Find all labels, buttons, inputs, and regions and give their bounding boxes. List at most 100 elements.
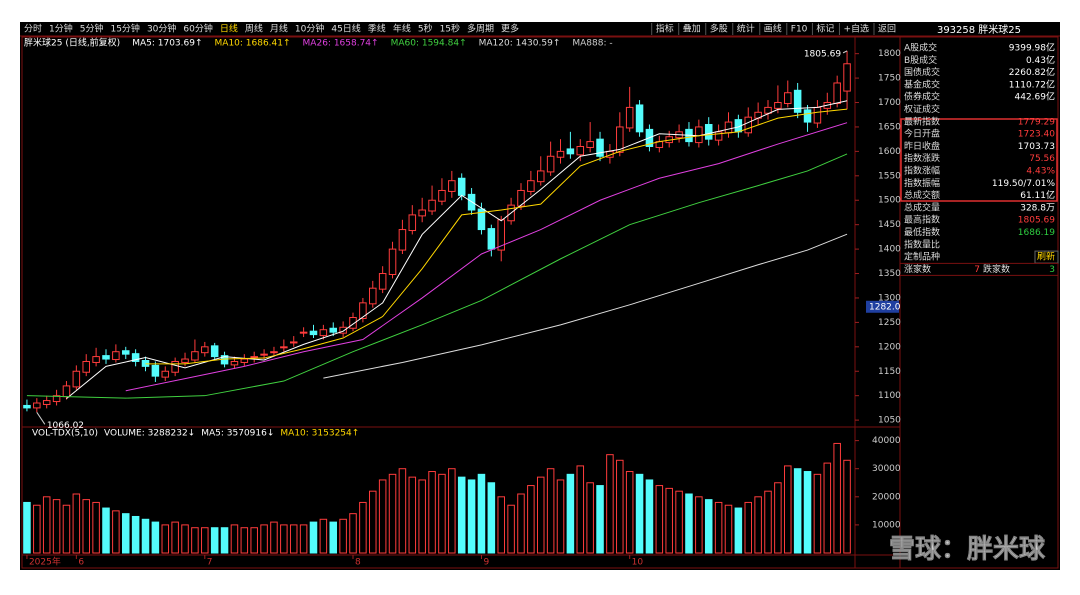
panel-label: 权证成交 [904, 103, 940, 115]
x-tick-label: 10 [632, 558, 644, 568]
volume-bar [210, 527, 219, 554]
volume-bar [131, 515, 140, 554]
volume-bar [635, 473, 644, 554]
candle-body [131, 353, 140, 362]
candle-body [230, 360, 239, 366]
candle-body [556, 150, 565, 158]
toolbar-item[interactable]: 季线 [368, 23, 386, 35]
volume-bar [289, 524, 298, 554]
candle-body [398, 229, 407, 251]
volume-bar [536, 476, 545, 554]
toolbar-button[interactable]: 叠加 [683, 24, 701, 35]
y-tick-label: 1100 [878, 391, 901, 401]
toolbar-button[interactable]: F10 [791, 25, 808, 35]
candle-body [289, 341, 298, 344]
toolbar-button[interactable]: 返回 [878, 23, 896, 35]
volume-bar [220, 527, 229, 554]
toolbar-item[interactable]: 10分钟 [295, 23, 324, 35]
volume-bar [418, 479, 426, 554]
candle-body [82, 360, 90, 373]
toolbar-item[interactable]: 1分钟 [49, 23, 73, 35]
toolbar-item[interactable]: 60分钟 [183, 23, 212, 35]
volume-bar [240, 527, 249, 554]
side-panel [899, 36, 1059, 569]
toolbar-item[interactable]: 月线 [270, 23, 288, 35]
candle-body [536, 170, 545, 183]
volume-bar [823, 462, 832, 554]
ma-line [125, 122, 848, 392]
toolbar-item[interactable]: 分时 [24, 23, 42, 35]
toolbar-item[interactable]: 5分钟 [80, 23, 104, 35]
toolbar-button[interactable]: 统计 [737, 23, 755, 35]
toolbar-button[interactable]: 指标 [656, 23, 674, 35]
candle-body [181, 358, 189, 363]
cursor-price-label: 1282.0 [869, 302, 901, 312]
volume-bar [704, 499, 713, 554]
panel-value: 442.69亿 [1015, 91, 1056, 103]
volume-bar [398, 468, 407, 554]
panel-label: 国债成交 [904, 66, 940, 78]
volume-bar [408, 476, 417, 554]
y-tick-label: 1500 [878, 196, 901, 206]
toolbar-button[interactable]: 标记 [816, 23, 834, 35]
candle-body [339, 326, 347, 334]
volume-bar [507, 504, 515, 554]
y-tick-label: 1600 [878, 147, 901, 157]
volume-bar [102, 507, 110, 554]
volume-bar [121, 513, 130, 554]
candle-body [803, 109, 812, 123]
volume-bar [833, 442, 841, 554]
toolbar-item[interactable]: 15分钟 [110, 23, 139, 35]
panel-label: 今日开盘 [904, 128, 940, 140]
volume-bar [784, 465, 792, 554]
candle-body [576, 145, 585, 156]
toolbar-item[interactable]: 周线 [245, 23, 263, 35]
panel-value: 2260.82亿 [1009, 66, 1055, 78]
toolbar-item[interactable]: 30分钟 [147, 23, 176, 35]
candle-body [635, 104, 644, 133]
legend-entry: MA888: - [572, 39, 612, 49]
volume-bar [112, 510, 120, 554]
candle-body [52, 395, 61, 403]
candle-body [784, 92, 792, 104]
toolbar-button[interactable]: 画线 [764, 23, 782, 35]
toolbar-item[interactable]: 更多 [501, 23, 519, 35]
volume-bar [359, 501, 367, 554]
candle-body [813, 106, 822, 124]
volume-bar [72, 493, 81, 554]
candle-body [833, 82, 841, 104]
volume-bar [724, 504, 733, 554]
ma-line [145, 108, 848, 365]
ma-line [323, 233, 848, 379]
toolbar-button[interactable]: +自选 [843, 23, 869, 35]
candle-body [724, 121, 733, 134]
candle-body [329, 327, 338, 333]
volume-bar [566, 473, 575, 554]
volume-bar [645, 479, 654, 554]
legend-entry: MA60: 1594.84↑ [391, 39, 467, 49]
candle-body [448, 180, 456, 192]
volume-bar [42, 496, 51, 554]
toolbar-item[interactable]: 年线 [393, 23, 411, 35]
highlight-box [900, 118, 1058, 202]
candle-body [121, 350, 130, 355]
toolbar-item[interactable]: 5秒 [418, 23, 433, 35]
candle-body [418, 209, 426, 217]
candle-body [487, 228, 496, 250]
candle-body [250, 356, 258, 359]
breadth-label: 涨家数 [904, 263, 931, 275]
candle-body [92, 356, 100, 363]
panel-value: 刷新 [1037, 251, 1055, 263]
toolbar-item[interactable]: 多周期 [467, 23, 494, 35]
panel-label: 最低指数 [904, 226, 940, 238]
volume-bar [596, 485, 604, 554]
high-pointer [842, 50, 848, 54]
toolbar-item[interactable]: 45日线 [331, 23, 360, 35]
panel-label: 定制品种 [904, 251, 940, 263]
volume-bar [260, 524, 268, 554]
toolbar-button[interactable]: 多股 [710, 23, 728, 35]
toolbar-item[interactable]: 15秒 [440, 23, 460, 35]
toolbar-item[interactable]: 日线 [220, 23, 238, 35]
